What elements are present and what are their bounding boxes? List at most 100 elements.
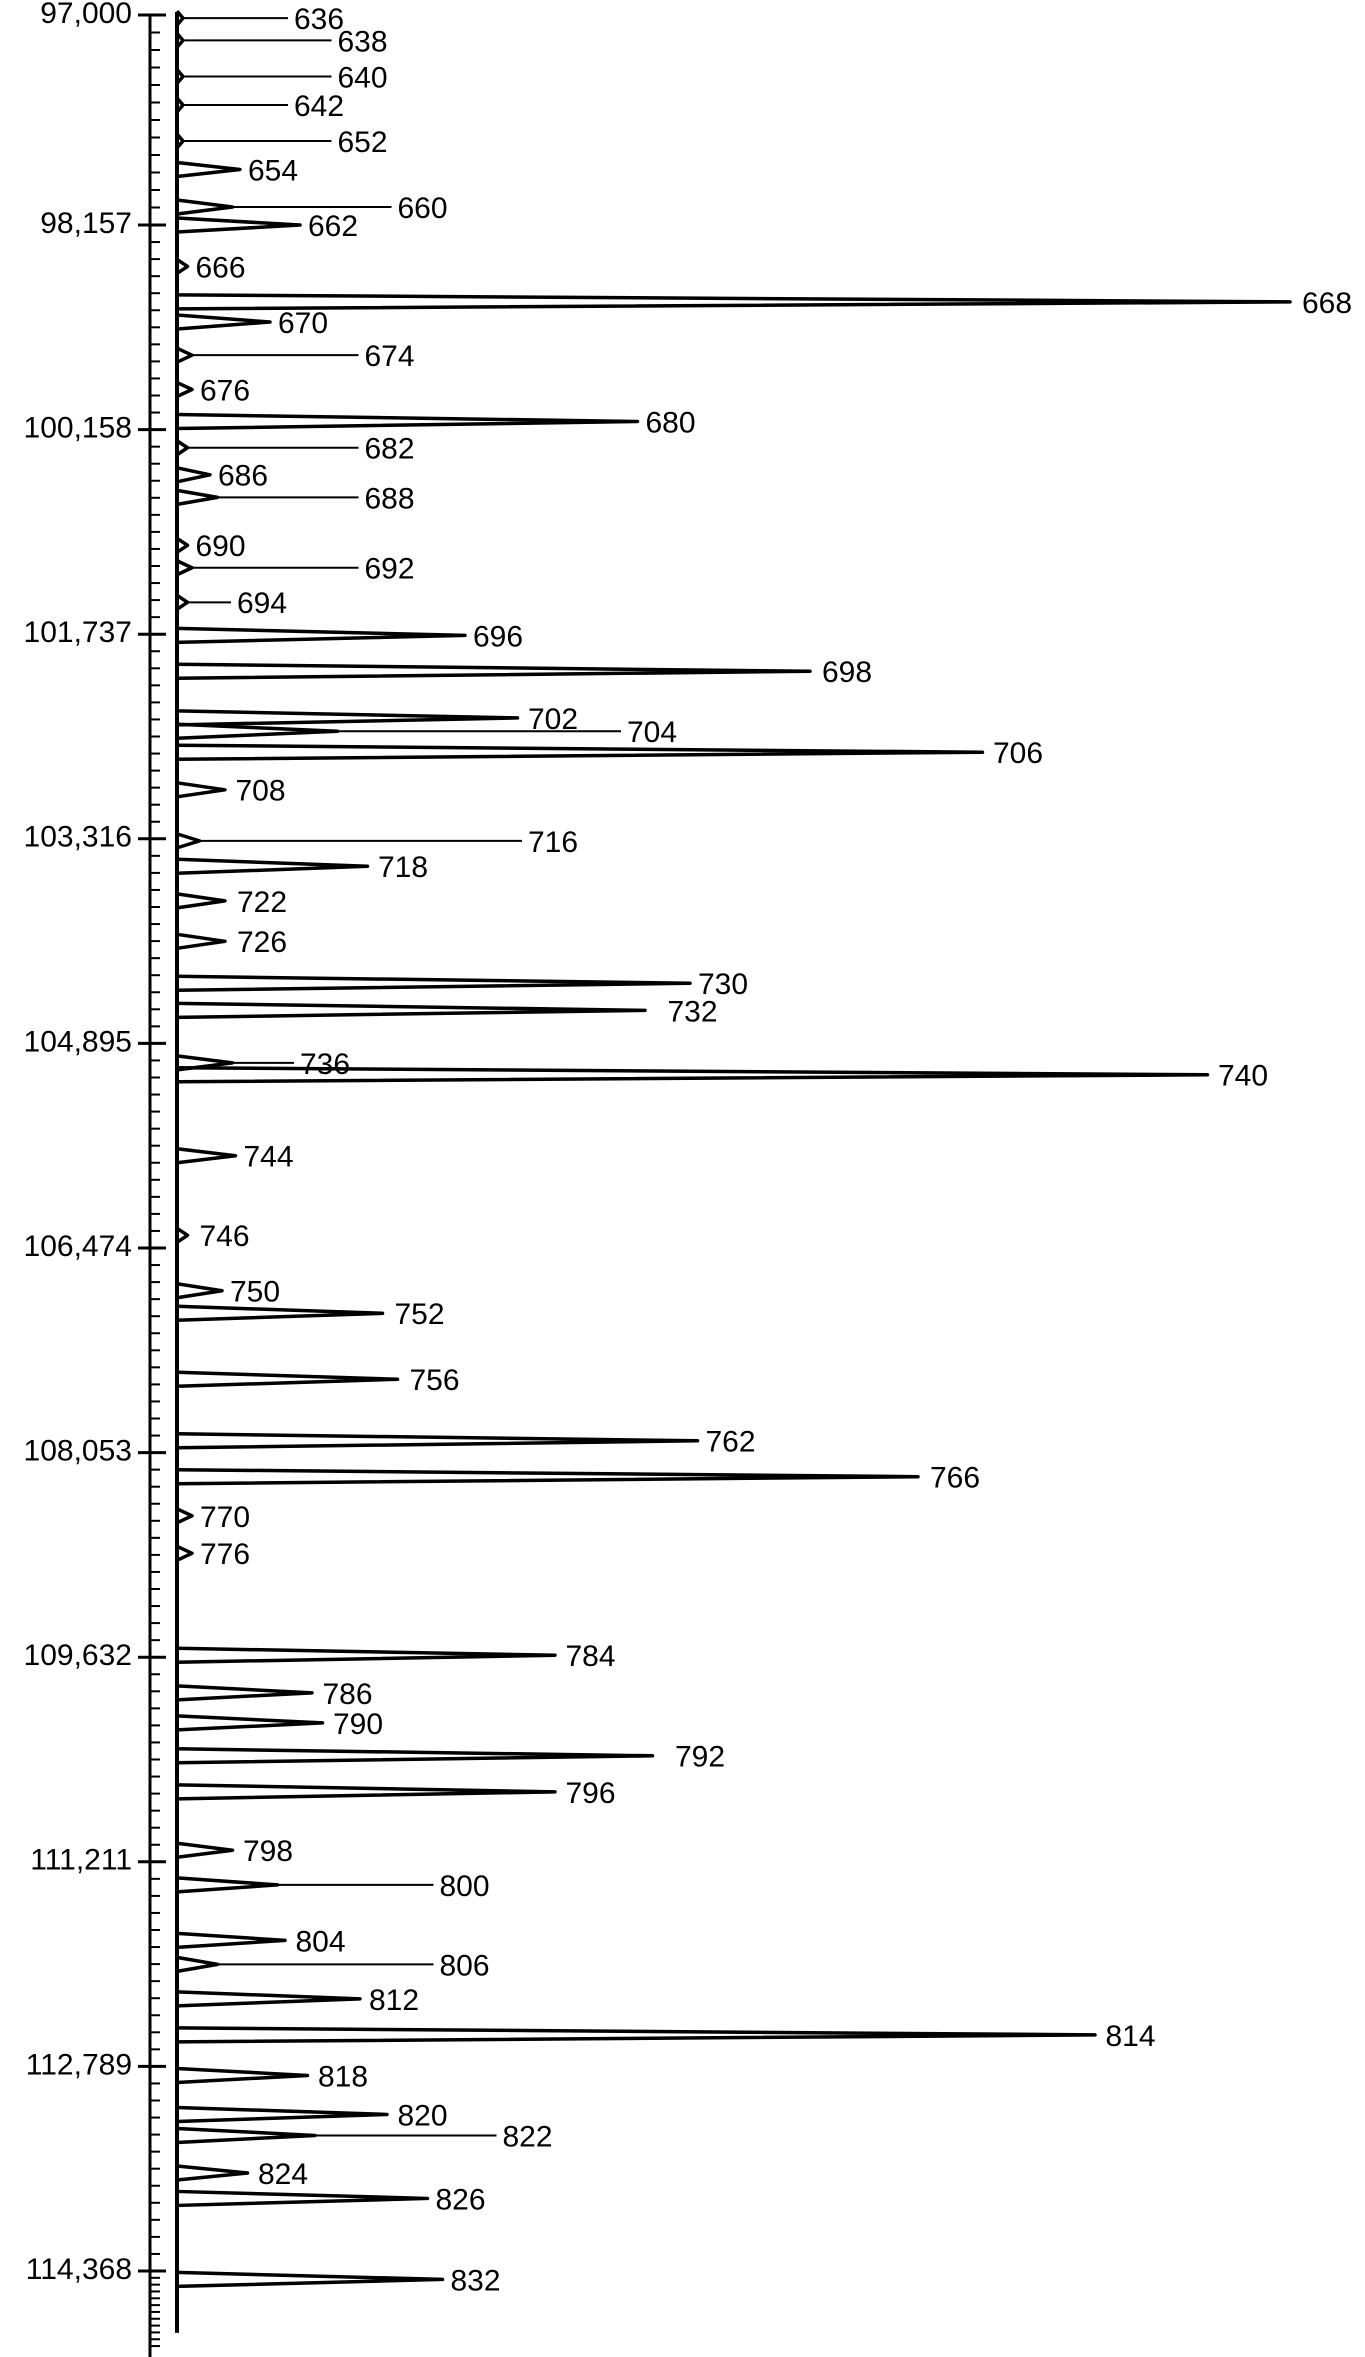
- peak-label: 636: [294, 3, 344, 36]
- peak: [176, 293, 1292, 311]
- peak: [176, 536, 190, 554]
- peak-label: 666: [196, 251, 246, 284]
- peak-label: 652: [338, 126, 388, 159]
- peak-label: 668: [1302, 287, 1352, 320]
- peak: [176, 781, 227, 799]
- peak-label: 708: [236, 775, 286, 808]
- peak-label: 718: [378, 851, 428, 884]
- peak-label: 818: [318, 2060, 368, 2093]
- peak: [176, 1467, 920, 1486]
- peak: [176, 1783, 557, 1801]
- peak: [176, 1147, 238, 1165]
- peak-label: 766: [930, 1462, 980, 1495]
- peak-label: 662: [308, 210, 358, 243]
- peak: [176, 1841, 235, 1860]
- peak: [176, 2164, 250, 2182]
- peak-label: 688: [365, 482, 415, 515]
- peak-label: 784: [566, 1640, 616, 1673]
- peak-label: 786: [323, 1678, 373, 1711]
- peak-label: 642: [294, 90, 344, 123]
- peak-label: 682: [365, 433, 415, 466]
- peak: [176, 2126, 317, 2145]
- peak-label: 730: [698, 968, 748, 1001]
- peak-label: 756: [410, 1364, 460, 1397]
- peak-label: 822: [503, 2120, 553, 2153]
- peak-label: 680: [646, 406, 696, 439]
- peak: [176, 743, 985, 761]
- y-tick-label: 111,211: [30, 1844, 132, 1877]
- y-tick-label: 114,368: [26, 2253, 132, 2286]
- peak: [176, 2189, 430, 2208]
- peak-label: 806: [440, 1949, 490, 1982]
- peak: [176, 2066, 310, 2085]
- peak: [176, 2270, 445, 2289]
- peak: [176, 1432, 700, 1450]
- peak-label: 704: [627, 716, 677, 749]
- peak-label: 674: [365, 340, 415, 373]
- peak: [176, 198, 235, 216]
- peak-label: 722: [237, 886, 287, 919]
- peak: [176, 892, 227, 910]
- peak: [176, 1931, 287, 1950]
- y-tick-label: 104,895: [24, 1025, 132, 1058]
- y-tick-label: 97,000: [40, 0, 132, 30]
- peak-label: 716: [528, 826, 578, 859]
- y-tick-label: 109,632: [24, 1639, 132, 1672]
- peak-label: 726: [237, 926, 287, 959]
- peak: [176, 1714, 325, 1732]
- peak-label: 762: [706, 1426, 756, 1459]
- y-tick-label: 103,316: [24, 821, 132, 854]
- peak: [176, 1990, 362, 2008]
- peak-label: 690: [196, 530, 246, 563]
- peak-label: 750: [230, 1276, 280, 1309]
- peak: [176, 857, 370, 876]
- peak: [176, 1544, 194, 1562]
- peak: [176, 1282, 224, 1300]
- peak: [176, 1001, 647, 1020]
- peak-label: 792: [675, 1741, 725, 1774]
- peak: [176, 488, 220, 507]
- peak: [176, 466, 212, 484]
- peak-label: 640: [338, 61, 388, 94]
- peak: [176, 216, 302, 234]
- peak-label: 740: [1218, 1060, 1268, 1093]
- peak: [176, 1747, 655, 1765]
- peak: [176, 709, 520, 727]
- peak-label: 638: [338, 25, 388, 58]
- peak: [176, 257, 190, 275]
- peak: [176, 559, 194, 577]
- peak: [176, 1646, 557, 1665]
- peak-label: 654: [248, 154, 298, 187]
- peak: [176, 1066, 1210, 1084]
- peak-label: 812: [369, 1984, 419, 2017]
- peak-label: 752: [395, 1298, 445, 1331]
- peak: [176, 832, 202, 850]
- peak-label: 776: [200, 1538, 250, 1571]
- peak-label: 660: [398, 192, 448, 225]
- peak-label: 800: [440, 1870, 490, 1903]
- peak: [176, 932, 227, 951]
- peak-label: 804: [296, 1925, 346, 1958]
- peak-label: 796: [566, 1777, 616, 1810]
- peak-label: 832: [451, 2264, 501, 2297]
- peak-label: 814: [1106, 2020, 1156, 2053]
- peak-label: 790: [333, 1708, 383, 1741]
- peak-label: 692: [365, 553, 415, 586]
- y-tick-label: 98,157: [40, 207, 132, 240]
- peak-label: 670: [278, 307, 328, 340]
- peak-label: 736: [300, 1048, 350, 1081]
- peak: [176, 412, 640, 431]
- peak-label: 676: [200, 374, 250, 407]
- peak-label: 696: [473, 620, 523, 653]
- y-tick-label: 112,789: [26, 2048, 132, 2081]
- peak: [176, 1370, 400, 1389]
- peak-label: 770: [200, 1501, 250, 1534]
- peak-label: 732: [668, 995, 718, 1028]
- peak-label: 798: [243, 1835, 293, 1868]
- peak: [176, 160, 242, 179]
- peak: [176, 2026, 1097, 2044]
- peak: [176, 662, 812, 681]
- peak: [176, 1876, 280, 1894]
- peak-label: 686: [218, 460, 268, 493]
